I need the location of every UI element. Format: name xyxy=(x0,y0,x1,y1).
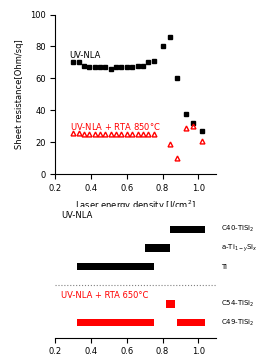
Text: a-Ti$_{1-y}$Si$_x$: a-Ti$_{1-y}$Si$_x$ xyxy=(221,242,258,254)
X-axis label: Laser energy density [J/cm$^2$]: Laser energy density [J/cm$^2$] xyxy=(75,199,196,213)
Text: C40-TiSi$_2$: C40-TiSi$_2$ xyxy=(221,224,255,234)
Bar xyxy=(77,263,153,270)
Bar xyxy=(145,244,170,252)
Bar xyxy=(170,226,205,233)
Text: UV-NLA + RTA 850$°$C: UV-NLA + RTA 850$°$C xyxy=(70,121,160,131)
Text: Ti: Ti xyxy=(221,264,227,270)
Y-axis label: Sheet resistance[Ohm/sq]: Sheet resistance[Ohm/sq] xyxy=(15,40,24,149)
Text: UV-NLA: UV-NLA xyxy=(70,51,101,60)
Text: UV-NLA: UV-NLA xyxy=(61,211,92,220)
Bar xyxy=(77,319,153,326)
Text: C54-TiSi$_2$: C54-TiSi$_2$ xyxy=(221,299,255,309)
Text: UV-NLA + RTA 650°C: UV-NLA + RTA 650°C xyxy=(61,291,148,300)
Text: C49-TiSi$_2$: C49-TiSi$_2$ xyxy=(221,318,255,328)
X-axis label: Laser energy density [J/cm$^2$]: Laser energy density [J/cm$^2$] xyxy=(75,362,196,363)
Bar xyxy=(166,301,175,307)
Bar xyxy=(177,319,205,326)
